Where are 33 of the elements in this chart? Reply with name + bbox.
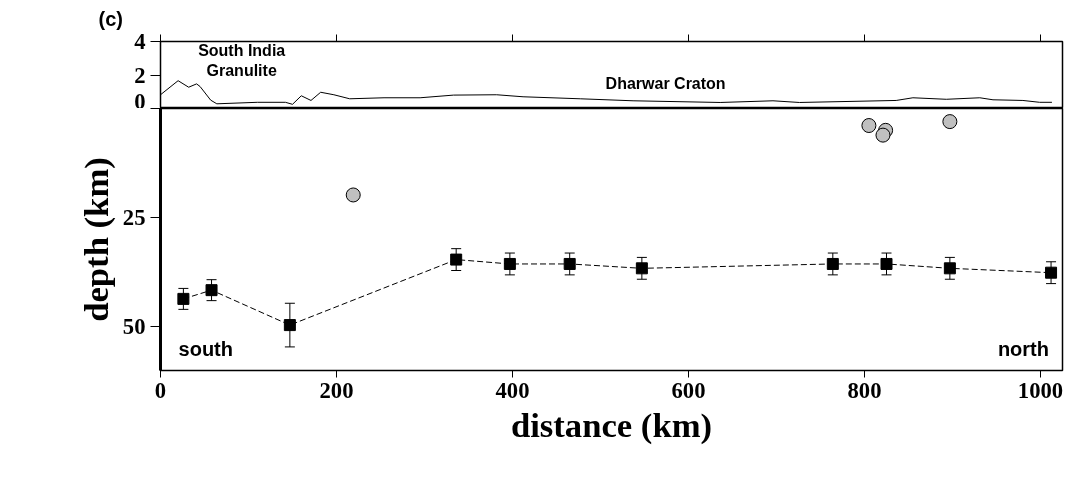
point [1045,266,1058,279]
annotation: Dharwar Craton [605,74,726,92]
point [563,257,576,270]
point [880,257,893,270]
x-tick-label: 600 [671,377,706,403]
point [345,187,361,203]
y-tick-label: 2 [134,62,146,88]
x-tick-label: 1000 [1017,377,1064,403]
x-tick-label: 400 [495,377,530,403]
point [205,284,218,297]
annotation: South India Granulite [198,41,286,79]
annotation: south [178,338,233,361]
point [635,262,648,275]
x-tick-label: 200 [319,377,354,403]
point [942,114,958,130]
point [450,253,463,266]
point [861,118,877,134]
point [503,257,516,270]
point [283,319,296,332]
point [943,262,956,275]
point [826,257,839,270]
y-tick-label: 25 [122,205,146,231]
x-tick-label: 0 [154,377,167,403]
y-tick-label: 4 [134,29,146,54]
y-tick-label: 50 [122,314,146,340]
point [177,292,190,305]
y-tick-label: 0 [134,88,146,114]
chart-title: (c) [98,7,123,30]
y-axis-title: depth (km) [76,157,116,322]
point [875,127,891,143]
annotation: north [997,338,1049,361]
x-tick-label: 800 [847,377,882,403]
x-axis-title: distance (km) [510,405,713,445]
